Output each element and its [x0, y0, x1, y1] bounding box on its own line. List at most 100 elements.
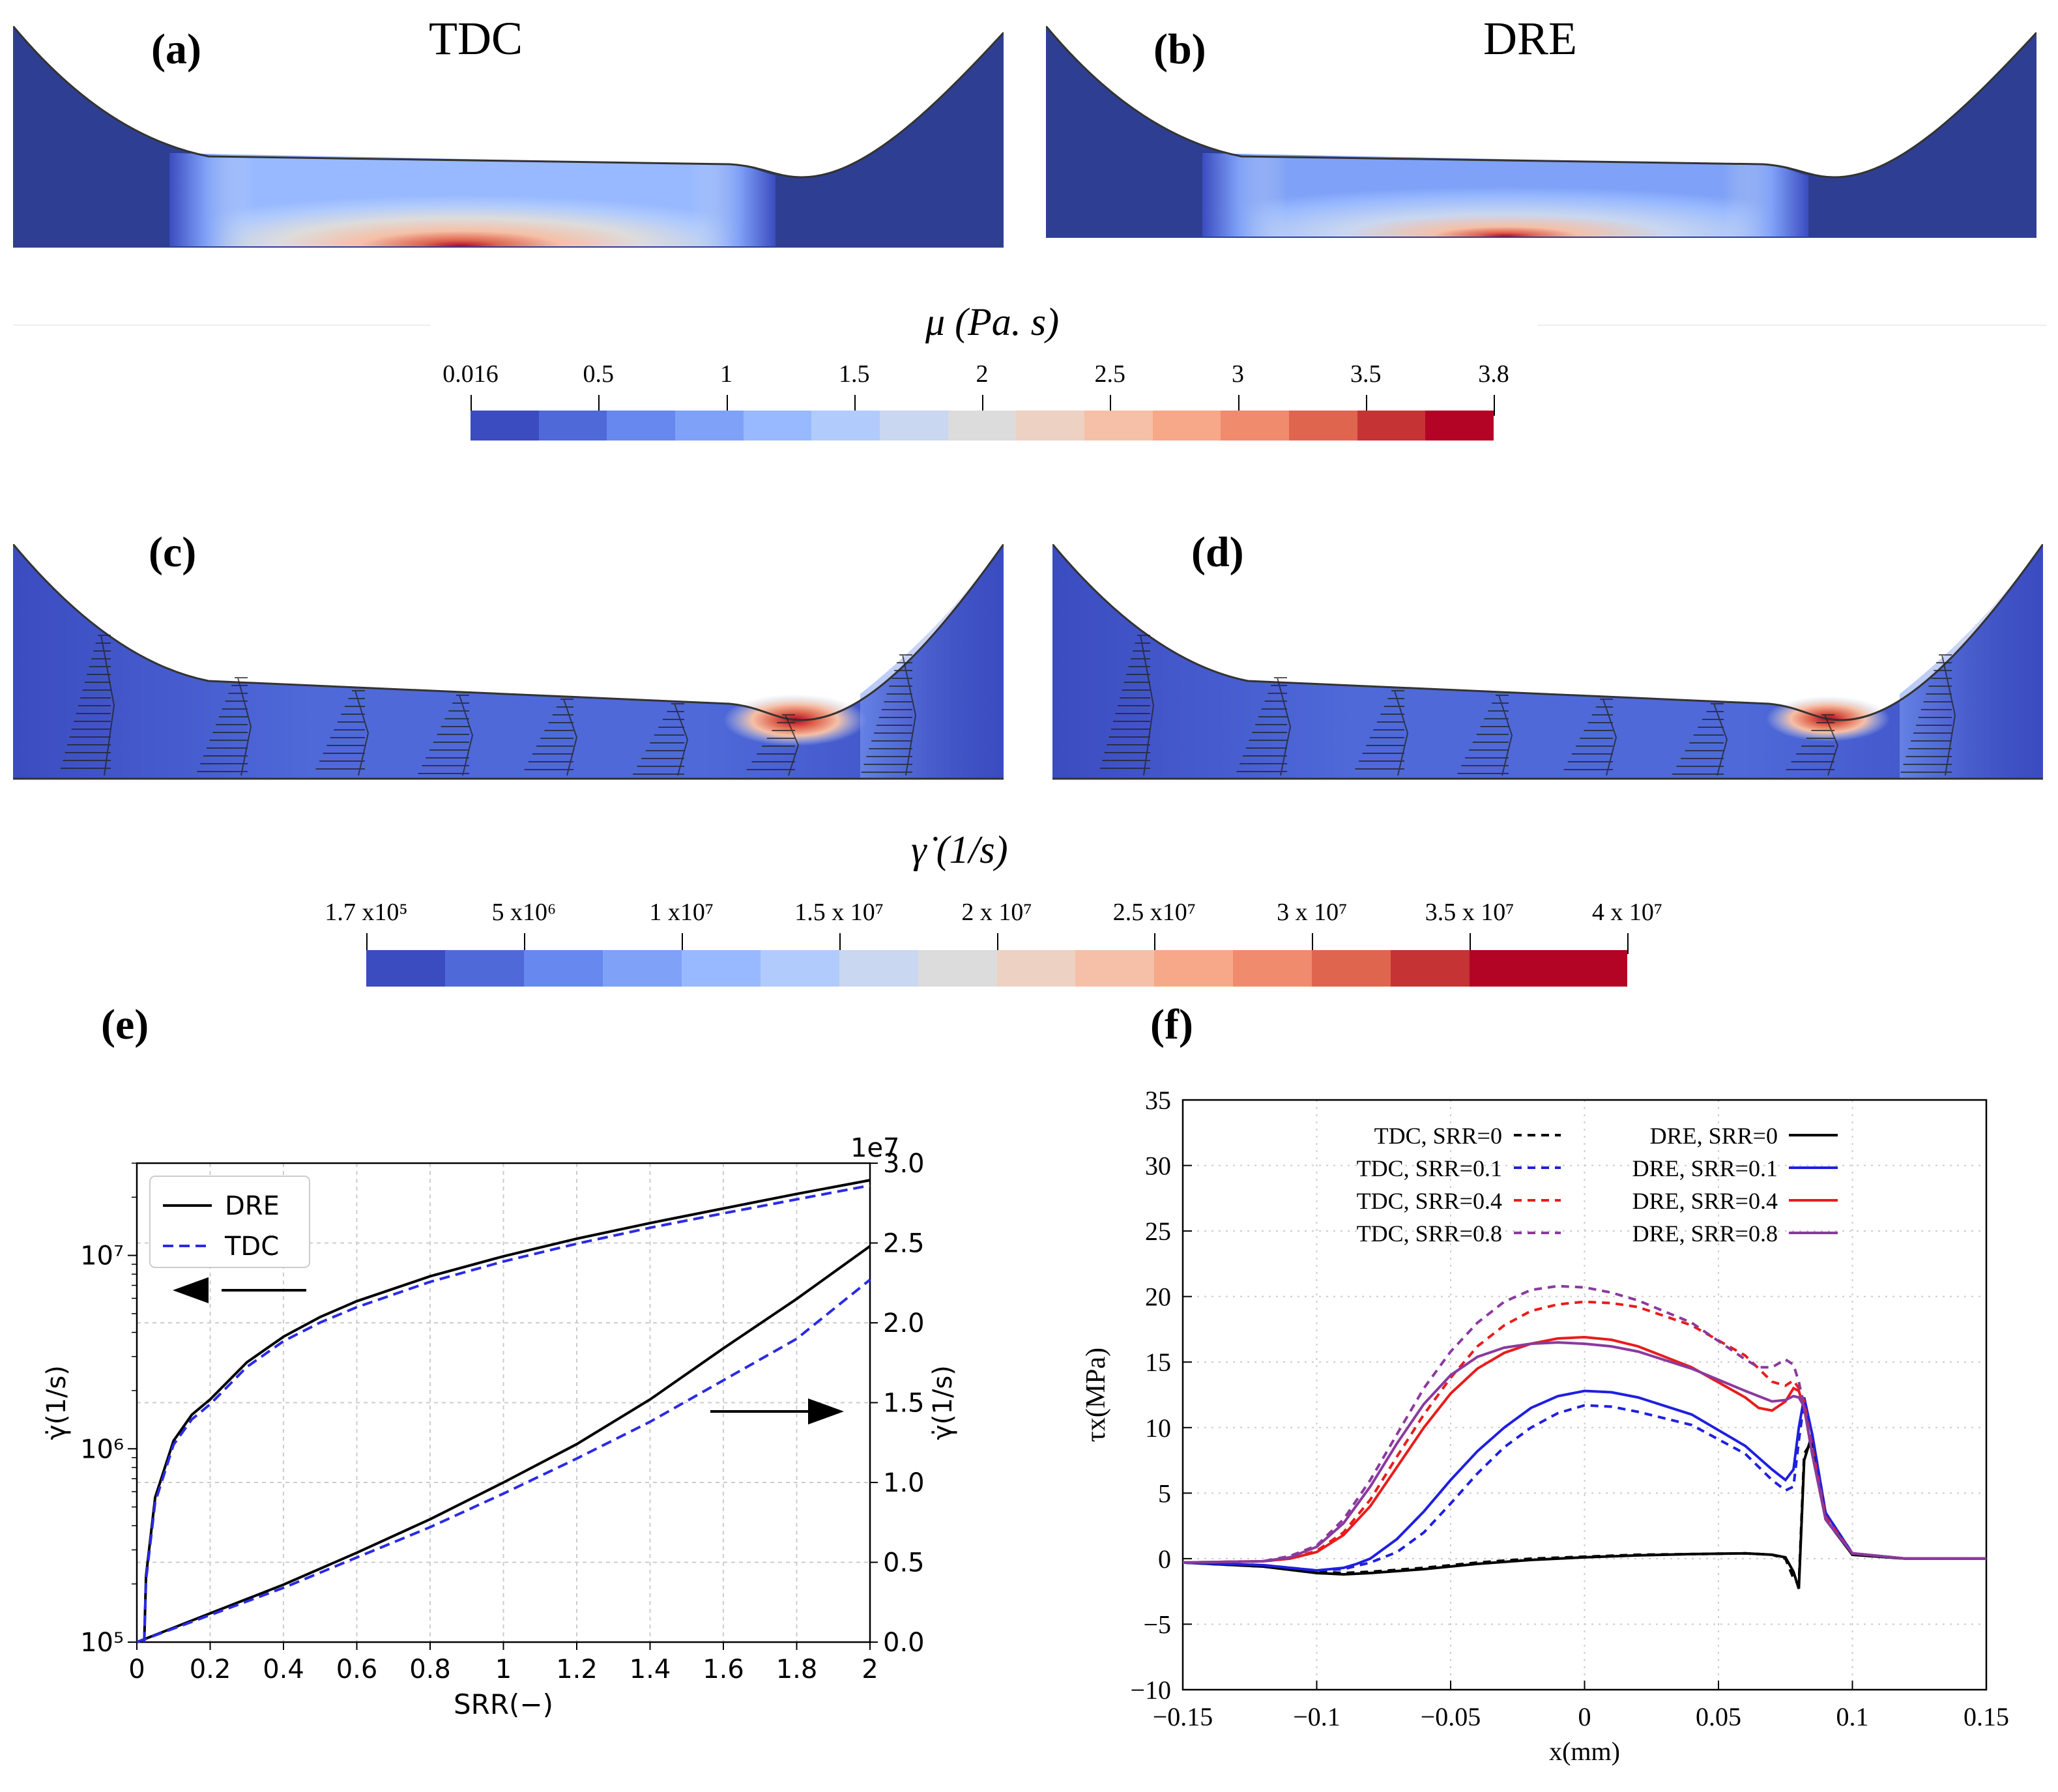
x-tick-label: 1.4 [630, 1655, 671, 1684]
velocity-profile [355, 690, 370, 776]
x-tick-label: −0.15 [1153, 1702, 1213, 1731]
mu-colorbar-swatch [1289, 411, 1357, 441]
x-tick-label: 1.2 [556, 1655, 598, 1684]
gamma-colorbar-tick-label: 2.5 x10⁷ [1112, 899, 1196, 926]
mu-colorbar-title: μ (Pa. s) [925, 300, 1060, 343]
gamma-colorbar-tick-mark [839, 933, 841, 954]
x-tick-label: 0.2 [190, 1655, 231, 1684]
mu-colorbar-tick-mark [854, 395, 856, 416]
gamma-colorbar-swatch [1154, 950, 1234, 987]
velocity-profile [459, 695, 474, 776]
gamma-colorbar-title: γ̇ (1/s) [911, 828, 1008, 871]
mu-colorbar-swatch [1425, 411, 1494, 441]
x-axis-label: x(mm) [1549, 1737, 1620, 1766]
gamma-colorbar-tick-label: 4 x 10⁷ [1591, 899, 1663, 926]
gamma-colorbar-swatch [760, 950, 839, 987]
x-tick-label: 1.6 [703, 1655, 744, 1684]
chart-f: −0.15 −0.1 −0.05 0 0.05 0.1 0.15 −10 −5 0 5 10 15 20 2… [1081, 1086, 2009, 1766]
mu-colorbar-tick-label: 2 [976, 360, 989, 388]
gamma-colorbar [366, 950, 1627, 987]
y-tick-label: 20 [1145, 1282, 1171, 1312]
y-right-tick-label: 0.5 [883, 1548, 925, 1578]
velocity-profile [237, 677, 252, 776]
y-right-tick-label: 1.5 [883, 1389, 925, 1419]
legend-label: TDC [224, 1232, 279, 1262]
gamma-colorbar-tick-mark [1470, 933, 1471, 954]
gamma-colorbar-swatch [1233, 950, 1312, 987]
gamma-colorbar-tick-label: 2 x 10⁷ [961, 899, 1032, 926]
velocity-profile [674, 703, 689, 776]
y-right-axis-label: γ̇(1/s) [928, 1365, 958, 1440]
y-right-tick-label: 2.5 [883, 1229, 925, 1259]
y-tick-label: 10 [1145, 1413, 1171, 1443]
x-tick-label: 0.4 [263, 1655, 304, 1684]
series-line [1182, 1434, 1986, 1589]
x-tick-label: −0.1 [1293, 1702, 1341, 1731]
gamma-colorbar-swatch [918, 950, 997, 987]
velocity-profile [563, 699, 578, 776]
gamma-colorbar-tick-mark [996, 933, 998, 954]
y-tick-label: 5 [1158, 1479, 1171, 1508]
legend-box-e [149, 1176, 310, 1268]
gamma-colorbar-swatch [1548, 950, 1627, 987]
velocity-profile [1498, 695, 1513, 776]
arrow-left-head [173, 1277, 209, 1303]
gamma-colorbar-tick-mark [681, 933, 683, 954]
gamma-colorbar-swatch [1312, 950, 1391, 987]
y-right-tick-label: 3.0 [883, 1149, 925, 1179]
mu-colorbar-swatch [811, 411, 880, 441]
x-tick-label: 0.8 [409, 1655, 451, 1684]
y-left-axis-label: γ̇(1/s) [42, 1365, 72, 1440]
y-tick-label: 35 [1145, 1086, 1171, 1115]
x-tick-label: 1 [495, 1655, 512, 1684]
velocity-profile [1602, 699, 1617, 776]
x-tick-label: 0.05 [1696, 1702, 1741, 1731]
y-left-tick-label: 10⁷ [80, 1241, 124, 1271]
x-tick-label: 0 [1578, 1702, 1591, 1731]
mu-colorbar-tick-mark [1494, 395, 1495, 416]
series-line [1182, 1389, 1986, 1572]
panel-b-title: DRE [1483, 12, 1577, 65]
y-tick-label: 0 [1158, 1544, 1171, 1574]
gamma-colorbar-tick-label: 3 x 10⁷ [1277, 899, 1348, 926]
panel-b-label: (b) [1153, 25, 1206, 73]
mu-colorbar-tick-mark [1110, 395, 1112, 416]
gamma-colorbar-swatch [444, 950, 524, 987]
y-left-tick-label: 10⁶ [80, 1434, 124, 1464]
gamma-colorbar-tick-mark [523, 933, 525, 954]
legend-label: DRE [225, 1191, 280, 1221]
mu-colorbar-tick-label: 3 [1232, 360, 1244, 388]
mu-colorbar-swatch [880, 411, 948, 441]
gamma-colorbar-swatch [839, 950, 918, 987]
gamma-colorbar-swatch [681, 950, 761, 987]
velocity-profile [1140, 635, 1155, 776]
mu-colorbar-tick-label: 1.5 [839, 360, 870, 388]
mu-colorbar-tick-label: 0.016 [442, 360, 499, 388]
velocity-profile [100, 635, 115, 776]
contour-panel-b [1046, 26, 2036, 238]
legend-label: DRE, SRR=0.4 [1632, 1188, 1778, 1214]
legend-label: DRE, SRR=0.8 [1632, 1221, 1778, 1247]
gamma-colorbar-tick-mark [1627, 933, 1629, 954]
mu-colorbar-swatch [471, 411, 539, 441]
mu-colorbar-swatch [743, 411, 812, 441]
series-line-tdc-left [143, 1184, 871, 1643]
gamma-colorbar-tick-mark [1154, 933, 1156, 954]
divider-line-right [1538, 325, 2046, 326]
mu-colorbar-tick-label: 2.5 [1094, 360, 1126, 388]
right-axis-offset-label: 1e7 [850, 1133, 900, 1163]
mu-colorbar-tick-label: 1 [720, 360, 732, 388]
velocity-profile [1824, 714, 1839, 776]
gamma-colorbar-tick-label: 5 x10⁶ [491, 899, 557, 926]
mu-colorbar-tick-label: 3.5 [1350, 360, 1382, 388]
x-tick-label: 0 [128, 1655, 145, 1684]
y-left-tick-label: 10⁵ [80, 1628, 124, 1658]
gamma-colorbar-tick-mark [1312, 933, 1314, 954]
gamma-colorbar-tick-label: 1 x10⁷ [649, 899, 714, 926]
y-tick-label: 25 [1145, 1217, 1171, 1246]
legend-label: TDC, SRR=0.8 [1357, 1221, 1502, 1247]
series-line [1182, 1437, 1986, 1589]
gamma-colorbar-swatch [1470, 950, 1549, 987]
panel-f-label: (f) [1150, 1001, 1193, 1048]
x-tick-label: 0.6 [336, 1655, 378, 1684]
